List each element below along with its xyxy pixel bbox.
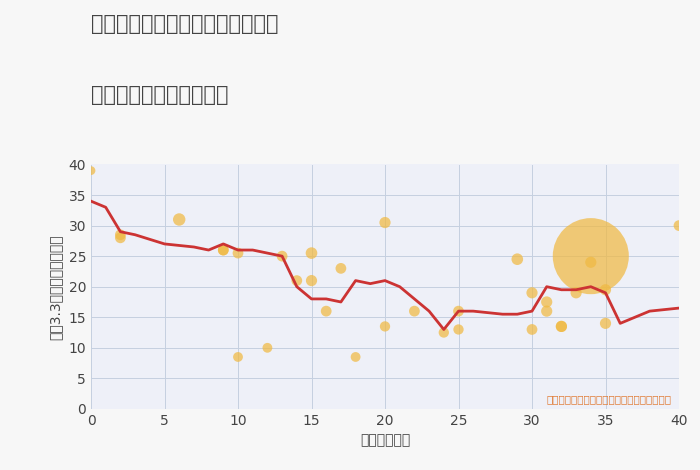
- Point: [174, 216, 185, 223]
- Text: 築年数別中古戸建て価格: 築年数別中古戸建て価格: [91, 85, 228, 105]
- Point: [218, 246, 229, 254]
- Point: [306, 249, 317, 257]
- Point: [570, 289, 582, 297]
- Point: [115, 231, 126, 238]
- Point: [115, 234, 126, 242]
- Point: [556, 322, 567, 330]
- Text: 福岡県京都郡みやこ町犀川横瀬の: 福岡県京都郡みやこ町犀川横瀬の: [91, 14, 279, 34]
- Point: [379, 322, 391, 330]
- Point: [585, 252, 596, 260]
- X-axis label: 築年数（年）: 築年数（年）: [360, 433, 410, 447]
- Point: [556, 322, 567, 330]
- Point: [379, 219, 391, 226]
- Point: [85, 167, 97, 174]
- Point: [541, 307, 552, 315]
- Point: [335, 265, 346, 272]
- Y-axis label: 坪（3.3㎡）単価（万円）: 坪（3.3㎡）単価（万円）: [49, 234, 63, 339]
- Text: 円の大きさは、取引のあった物件面積を示す: 円の大きさは、取引のあった物件面積を示す: [547, 394, 672, 404]
- Point: [600, 320, 611, 327]
- Point: [321, 307, 332, 315]
- Point: [306, 277, 317, 284]
- Point: [232, 249, 244, 257]
- Point: [453, 307, 464, 315]
- Point: [453, 326, 464, 333]
- Point: [512, 255, 523, 263]
- Point: [585, 258, 596, 266]
- Point: [541, 298, 552, 306]
- Point: [291, 277, 302, 284]
- Point: [350, 353, 361, 361]
- Point: [526, 326, 538, 333]
- Point: [262, 344, 273, 352]
- Point: [438, 329, 449, 337]
- Point: [600, 286, 611, 293]
- Point: [409, 307, 420, 315]
- Point: [276, 252, 288, 260]
- Point: [232, 353, 244, 361]
- Point: [673, 222, 685, 229]
- Point: [218, 246, 229, 254]
- Point: [526, 289, 538, 297]
